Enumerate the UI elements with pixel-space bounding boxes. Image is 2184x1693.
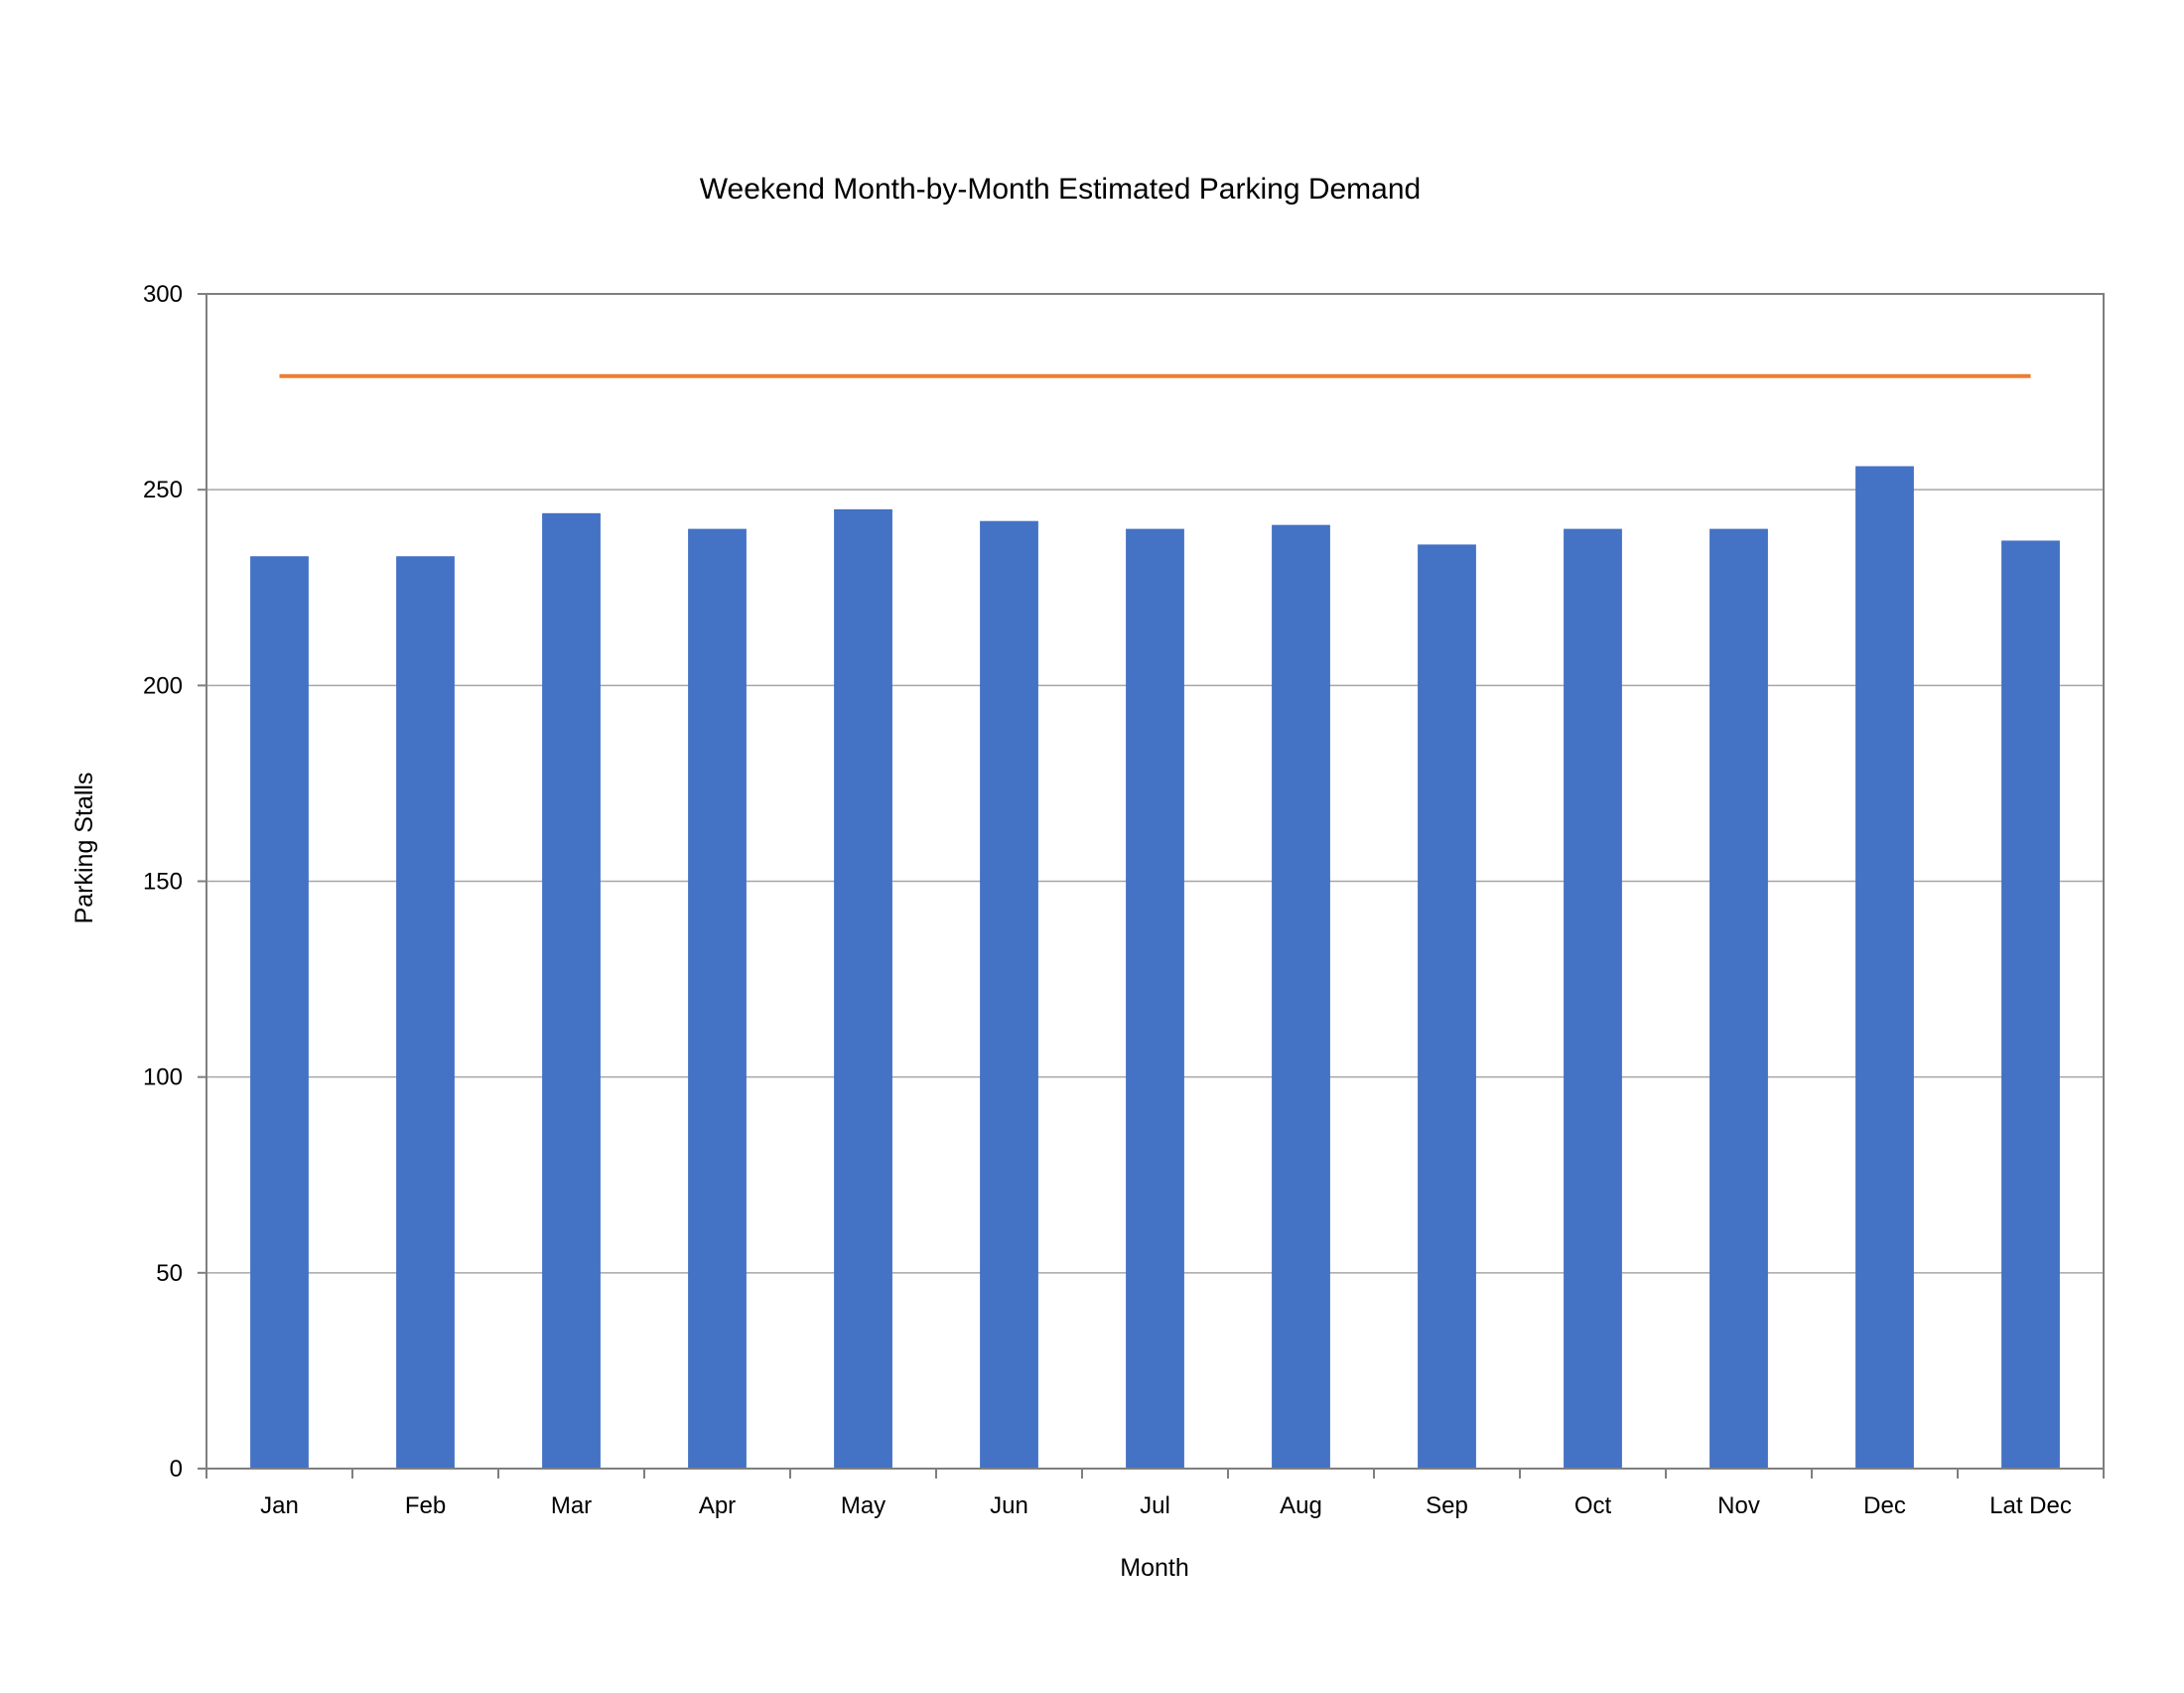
bar-apr bbox=[688, 528, 747, 1469]
y-axis-title: Parking Stalls bbox=[70, 773, 98, 924]
x-axis-title: Month bbox=[1120, 1554, 1188, 1582]
x-tick-label: Jul bbox=[1140, 1492, 1170, 1519]
x-tick-label: Feb bbox=[405, 1492, 446, 1519]
x-tick-label: Mar bbox=[551, 1492, 592, 1519]
x-tick-label: Oct bbox=[1574, 1492, 1612, 1519]
x-tick-label: Nov bbox=[1717, 1492, 1760, 1519]
bar-sep bbox=[1418, 544, 1476, 1469]
bar-jun bbox=[980, 520, 1038, 1469]
x-tick-label: May bbox=[841, 1492, 886, 1519]
chart-title: Weekend Month-by-Month Estimated Parking… bbox=[700, 173, 1421, 206]
x-tick-label: Aug bbox=[1280, 1492, 1322, 1519]
x-tick-label: Lat Dec bbox=[1989, 1492, 2072, 1519]
bar-lat-dec bbox=[2001, 540, 2060, 1469]
y-axis-ticks: 0 50 100 150 200 250 300 bbox=[143, 281, 206, 1482]
y-tick-label: 250 bbox=[143, 477, 183, 503]
bar-feb bbox=[396, 556, 455, 1469]
y-tick-label: 100 bbox=[143, 1064, 183, 1091]
y-tick-label: 150 bbox=[143, 869, 183, 896]
x-tick-label: Dec bbox=[1863, 1492, 1906, 1519]
y-tick-label: 200 bbox=[143, 672, 183, 699]
x-tick-label: Apr bbox=[699, 1492, 736, 1519]
bar-aug bbox=[1272, 524, 1330, 1469]
bar-mar bbox=[542, 512, 601, 1469]
bar-jan bbox=[250, 556, 309, 1469]
x-axis-ticks: Jan Feb Mar Apr May Jun Jul Aug Sep Oct Nov Dec Lat … bbox=[205, 1469, 2105, 1519]
bar-dec bbox=[1855, 466, 1914, 1469]
y-tick-label: 300 bbox=[143, 281, 183, 308]
bar-may bbox=[834, 508, 892, 1469]
bar-jul bbox=[1126, 528, 1184, 1469]
x-tick-label: Sep bbox=[1426, 1492, 1468, 1519]
bar-series bbox=[250, 466, 2060, 1469]
y-tick-label: 0 bbox=[170, 1456, 183, 1482]
bar-oct bbox=[1564, 528, 1622, 1469]
x-tick-label: Jun bbox=[990, 1492, 1028, 1519]
bar-nov bbox=[1709, 528, 1768, 1469]
y-tick-label: 50 bbox=[156, 1260, 183, 1287]
x-tick-label: Jan bbox=[260, 1492, 299, 1519]
